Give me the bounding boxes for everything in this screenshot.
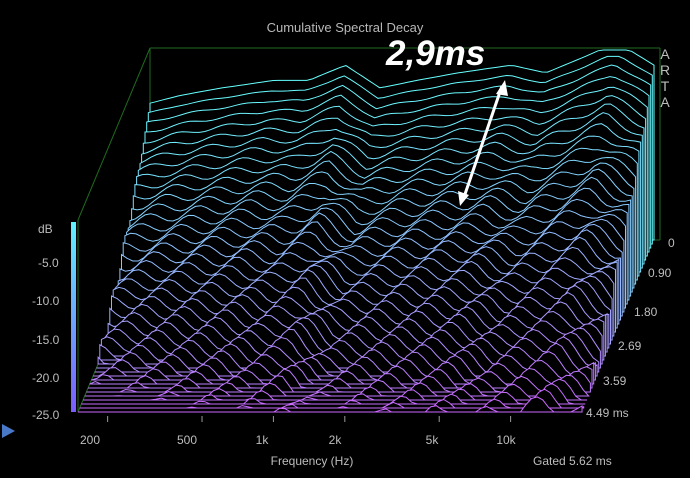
decay-slice <box>83 378 587 401</box>
x-tick-label: 5k <box>425 433 439 447</box>
watermark-letter: T <box>660 78 670 94</box>
x-tick-label: 1k <box>255 433 269 447</box>
db-scale-bar <box>71 222 76 412</box>
x-tick-label: 10k <box>496 433 516 447</box>
y-tick-label: -20.0 <box>32 371 60 385</box>
decay-slice <box>91 342 596 381</box>
time-tick-label: 2.69 <box>618 339 642 353</box>
arta-watermark: A R T A <box>656 46 674 110</box>
y-tick-label: -10.0 <box>32 294 60 308</box>
x-tick-label: 200 <box>79 433 101 447</box>
x-axis-label: Frequency (Hz) <box>270 454 354 468</box>
x-tick-label: 500 <box>176 433 198 447</box>
time-tick-label: 4.49 ms <box>586 406 629 420</box>
chart-title: Cumulative Spectral Decay <box>266 20 424 35</box>
frame-line <box>77 47 151 221</box>
time-tick-label: 0 <box>668 236 675 250</box>
y-axis-label: dB <box>38 222 53 236</box>
time-tick-label: 1.80 <box>634 305 658 319</box>
watermark-letter: R <box>659 62 671 78</box>
watermark-letter: A <box>660 94 670 110</box>
decay-arrow <box>458 80 508 206</box>
y-tick-label: -5.0 <box>38 256 59 270</box>
waterfall-slices <box>78 49 655 413</box>
gated-label: Gated 5.62 ms <box>533 454 612 468</box>
time-tick-label: 3.59 <box>603 374 627 388</box>
decay-slice <box>78 396 583 413</box>
watermark-letter: A <box>660 46 670 62</box>
y-tick-label: -25.0 <box>32 408 60 422</box>
x-tick-label: 2k <box>328 433 342 447</box>
time-tick-label: 0.90 <box>648 266 672 280</box>
y-tick-label: -15.0 <box>32 333 60 347</box>
decay-annotation: 2,9ms <box>386 34 486 73</box>
tick-marks <box>107 416 512 422</box>
arrow-marker-icon <box>2 424 15 438</box>
